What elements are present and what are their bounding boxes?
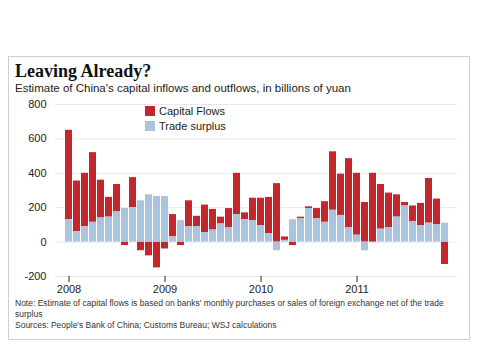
svg-text:800: 800 <box>28 98 46 110</box>
svg-text:0: 0 <box>40 236 46 248</box>
html-text:Trade surplus: Trade surplus <box>159 120 226 132</box>
svg-text:-200: -200 <box>24 270 46 282</box>
html-text:Leaving Already?: Leaving Already? <box>15 61 152 81</box>
html-text:Estimate of China's capital in: Estimate of China's capital inflows and … <box>15 82 351 94</box>
svg-text:2010: 2010 <box>249 283 273 295</box>
svg-text:600: 600 <box>28 132 46 144</box>
html-text:Note: Estimate of capital flow: Note: Estimate of capital flows is based… <box>15 298 444 319</box>
html-text:Capital Flows: Capital Flows <box>159 105 225 117</box>
svg-text:2011: 2011 <box>345 283 369 295</box>
html-text:Sources: People's Bank of Chin: Sources: People's Bank of China; Customs… <box>15 320 277 330</box>
svg-text:400: 400 <box>28 167 46 179</box>
svg-text:200: 200 <box>28 201 46 213</box>
svg-text:2009: 2009 <box>153 283 177 295</box>
svg-text:2008: 2008 <box>57 283 81 295</box>
